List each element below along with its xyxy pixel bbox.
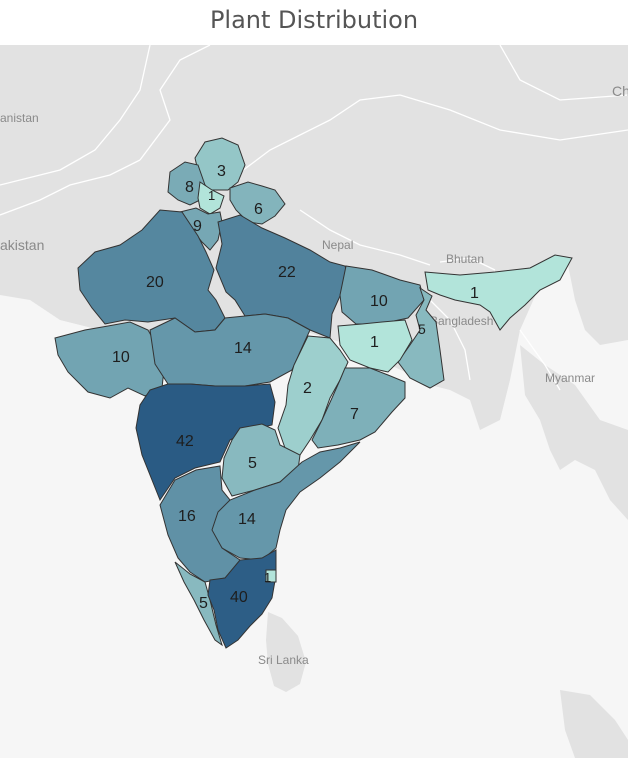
land-mass-southeast [520,345,628,520]
map-label-china: Ch [612,83,628,99]
region-bihar[interactable] [339,265,425,325]
region-rajasthan[interactable] [77,209,226,333]
value-label-west-bengal: 5 [418,321,426,337]
map-label-nepal: Nepal [322,238,353,252]
value-label-uttar-pradesh: 22 [278,264,296,281]
value-label-kerala: 5 [199,595,208,612]
region-west-bengal[interactable] [397,286,445,389]
region-uttarakhand[interactable] [229,181,286,225]
region-punjab[interactable] [197,181,225,215]
chart-title: Plant Distribution [209,6,419,34]
region-maharashtra[interactable] [135,383,276,502]
value-label-himachal-pradesh: 8 [185,179,194,196]
region-value-labels: 3 8 1 6 9 20 22 10 1 5 10 14 1 2 7 42 5 … [112,163,479,612]
value-label-odisha: 7 [350,406,359,423]
value-label-uttarakhand: 6 [254,201,263,218]
map-label-myanmar: Myanmar [545,371,595,385]
region-karnataka[interactable] [159,465,241,583]
value-label-haryana: 9 [193,218,202,235]
value-label-tamil-nadu: 40 [230,589,248,606]
region-jharkhand[interactable] [337,319,413,373]
region-kerala[interactable] [174,561,223,647]
value-label-puducherry: 1 [264,570,271,585]
map-label-pakistan: akistan [0,237,44,253]
state-regions[interactable] [54,137,573,649]
map-label-sri-lanka: Sri Lanka [258,653,309,667]
value-label-andhra-pradesh: 14 [238,511,256,528]
region-northeast[interactable] [424,254,573,331]
map-canvas[interactable]: anistan akistan Nepal Bhutan Bangladesh … [0,45,628,758]
region-odisha[interactable] [311,367,406,449]
value-label-rajasthan: 20 [146,274,164,291]
value-label-bihar: 10 [370,293,388,310]
value-label-jharkhand: 1 [370,334,379,351]
map-label-bangladesh: Bangladesh [430,314,493,328]
value-label-maharashtra: 42 [176,433,194,450]
map-label-afghanistan: anistan [0,111,39,125]
value-label-northeast: 1 [470,285,479,302]
region-chhattisgarh[interactable] [277,335,349,459]
sri-lanka-land [266,612,306,692]
region-puducherry[interactable] [265,569,277,583]
value-label-karnataka: 16 [178,508,196,525]
map-label-bhutan: Bhutan [446,252,484,266]
value-label-madhya-pradesh: 14 [234,340,252,357]
value-label-punjab: 1 [208,188,215,203]
region-tamil-nadu[interactable] [207,549,277,649]
value-label-telangana: 5 [248,455,257,472]
region-uttar-pradesh[interactable] [215,214,351,339]
value-label-jammu-kashmir: 3 [217,163,226,180]
land-mass-bottom-right [560,690,628,758]
neighbour-borders [0,45,628,391]
value-label-gujarat: 10 [112,349,130,366]
value-label-chhattisgarh: 2 [303,380,312,397]
